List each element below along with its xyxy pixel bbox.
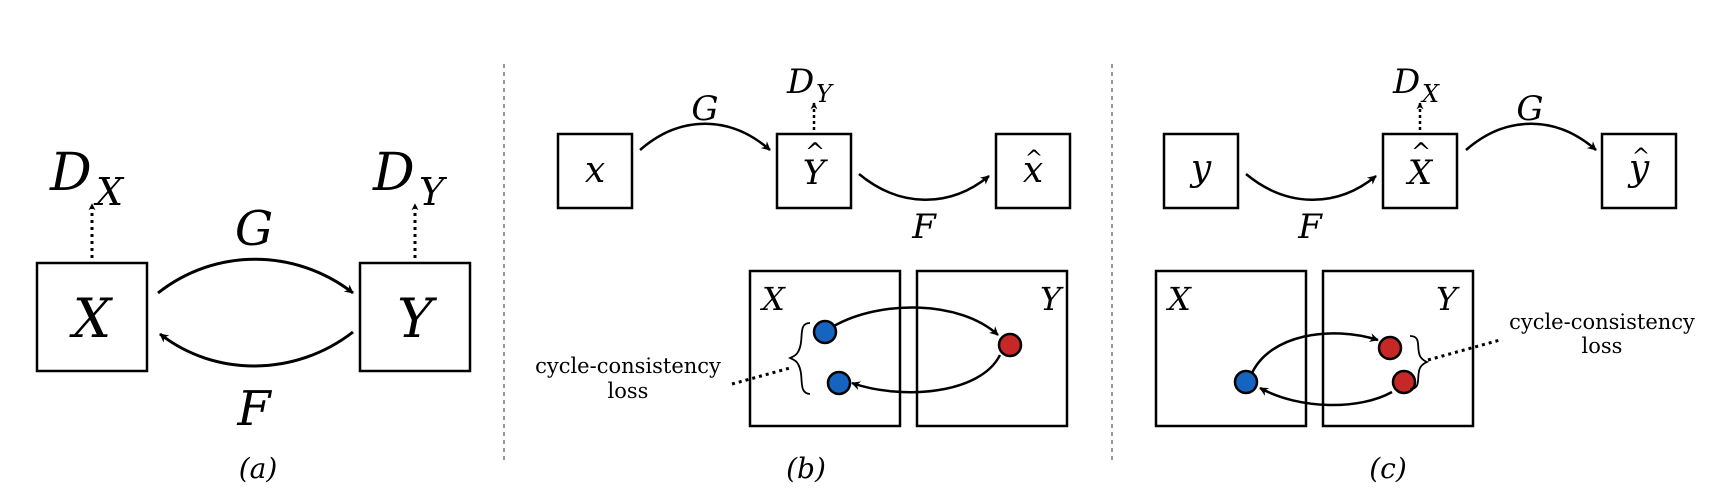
loss-dotted-line	[1427, 338, 1501, 362]
disc-x-base: D	[1392, 62, 1420, 102]
node-xhat-label: x	[1023, 150, 1043, 191]
node-yhat-box	[1600, 132, 1678, 210]
loss-label-line1: cycle-consistency	[1509, 310, 1695, 334]
node-x-box	[35, 261, 149, 373]
domain-x-label: X	[759, 280, 786, 318]
loss-brace	[787, 322, 811, 395]
node-y-small-box	[1162, 132, 1240, 210]
loss-label-line2: loss	[1582, 334, 1623, 358]
arrow-g-label: G	[691, 89, 718, 129]
domain-y-label: Y	[1040, 280, 1064, 318]
node-x-small-box	[556, 132, 634, 210]
loss-dotted-line	[731, 366, 791, 386]
node-yhat-hat-icon: ^	[805, 138, 825, 166]
node-xhat-box	[994, 132, 1072, 210]
blue-dot-source	[812, 319, 838, 345]
cycle-arrow-forward	[833, 306, 999, 336]
arrow-f	[858, 173, 990, 201]
node-xhat-hat-icon: ^	[1025, 147, 1043, 172]
node-y-box	[358, 261, 472, 373]
disc-y-sub: Y	[419, 170, 448, 214]
arrow-g	[1465, 122, 1597, 151]
cycle-arrow-forward	[1250, 332, 1379, 374]
loss-brace	[1409, 335, 1430, 390]
arrow-f	[1245, 173, 1377, 201]
domain-y-box	[1321, 269, 1475, 428]
loss-label-line2: loss	[608, 379, 649, 403]
disc-y-base: D	[372, 143, 415, 203]
red-dot-translated	[997, 332, 1023, 358]
domain-x-box	[748, 269, 902, 428]
domain-x-box	[1154, 269, 1308, 428]
node-xhat-label: X	[1405, 153, 1434, 193]
blue-dot-reconstructed	[826, 370, 852, 396]
node-y-label: Y	[397, 287, 437, 350]
panel-a: X Y D X D Y G F (a)	[35, 143, 472, 485]
arrow-f	[159, 330, 354, 368]
node-xhat-box	[1381, 132, 1459, 210]
domain-y-box	[915, 269, 1069, 428]
caption-b: (b)	[786, 452, 826, 485]
domain-x-label: X	[1165, 280, 1192, 318]
disc-x-base: D	[49, 143, 92, 203]
caption-a: (a)	[239, 452, 278, 485]
arrow-f-label: F	[911, 207, 937, 247]
node-xhat-hat-icon: ^	[1411, 138, 1431, 166]
disc-y-base: D	[786, 62, 814, 102]
node-y-small-label: y	[1189, 148, 1212, 189]
arrow-g-label: G	[235, 201, 273, 257]
red-dot-reconstructed	[1391, 369, 1417, 395]
disc-x-sub: X	[1420, 80, 1440, 108]
red-dot-source	[1377, 335, 1403, 361]
node-yhat-label: y	[1627, 148, 1650, 189]
arrow-g	[157, 257, 354, 295]
node-yhat-box	[775, 132, 853, 210]
panel-b: x Y ^ x ^ D Y G F X Y cycle-consistency	[535, 62, 1072, 485]
disc-x-sub: X	[93, 170, 125, 214]
cycle-arrow-backward	[851, 354, 1002, 394]
caption-c: (c)	[1369, 452, 1407, 485]
arrow-g-label: G	[1516, 89, 1543, 129]
node-yhat-hat-icon: ^	[1632, 145, 1650, 170]
domain-y-label: Y	[1436, 280, 1460, 318]
disc-y-sub: Y	[816, 80, 834, 108]
cycle-arrow-backward	[1259, 386, 1393, 407]
arrow-f-label: F	[236, 381, 272, 437]
panel-c: y X ^ y ^ D X F G X Y cycle-consistency	[1154, 62, 1695, 485]
blue-dot-translated	[1233, 369, 1259, 395]
loss-label-line1: cycle-consistency	[535, 354, 721, 378]
node-x-label: X	[69, 287, 114, 350]
node-x-small-label: x	[585, 150, 605, 191]
node-yhat-label: Y	[803, 153, 829, 193]
arrow-g	[639, 122, 771, 151]
arrow-f-label: F	[1297, 207, 1323, 247]
